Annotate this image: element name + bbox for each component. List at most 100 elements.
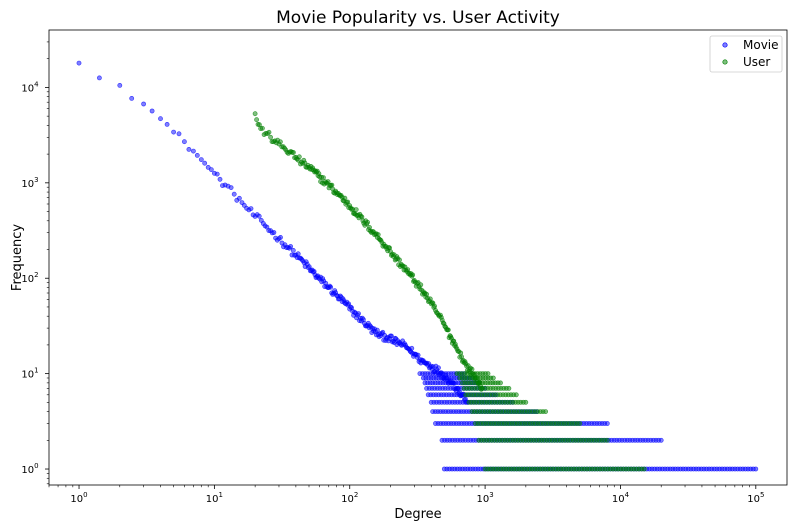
data-point [295, 251, 301, 257]
data-point [258, 217, 264, 223]
data-point [266, 129, 272, 135]
data-point [129, 96, 135, 101]
legend: Movie User [709, 35, 783, 73]
data-point [288, 244, 293, 249]
y-axis-label: Frequency [10, 224, 25, 291]
data-point [190, 148, 196, 154]
data-point [356, 311, 361, 316]
data-point [290, 247, 296, 253]
data-point [97, 75, 102, 81]
data-point [271, 230, 277, 235]
data-point-band [577, 421, 583, 426]
y-tick-label: 100 [21, 462, 38, 476]
data-point-band [543, 409, 548, 414]
data-point-band [498, 380, 503, 386]
data-point [248, 206, 254, 211]
x-tick-label: 101 [206, 491, 223, 505]
data-point [320, 175, 326, 180]
data-point [296, 154, 302, 160]
legend-frame [709, 35, 783, 73]
data-point [436, 365, 441, 371]
data-point [375, 232, 381, 237]
data-point [228, 185, 234, 190]
data-point [186, 146, 192, 152]
data-point [418, 282, 424, 288]
data-point [328, 284, 334, 290]
data-point [194, 152, 200, 158]
data-point [388, 333, 394, 339]
data-point [256, 122, 262, 128]
legend-marker-user [722, 59, 728, 65]
data-point [359, 214, 365, 220]
data-point [325, 179, 331, 185]
y-axis: 100 101 102 103 104 [21, 41, 49, 485]
x-axis-label: Degree [394, 507, 441, 522]
y-tick-label: 104 [21, 80, 39, 94]
data-point [458, 350, 464, 356]
chart-title: Movie Popularity vs. User Activity [276, 8, 560, 28]
data-point [268, 134, 273, 140]
data-point [198, 157, 204, 162]
data-point [256, 213, 262, 219]
data-point-band [506, 385, 512, 391]
data-point [117, 83, 123, 88]
legend-label-user: User [743, 55, 770, 69]
data-point [349, 305, 354, 311]
data-point [342, 195, 348, 201]
data-point [158, 116, 163, 122]
y-tick-label: 102 [21, 271, 38, 285]
data-point [76, 60, 82, 66]
data-point [236, 195, 242, 201]
data-point [419, 287, 424, 293]
data-point [266, 228, 272, 233]
series-movie [76, 60, 759, 472]
data-point [452, 341, 458, 347]
points-layer [76, 60, 759, 472]
data-point [277, 139, 283, 145]
data-point-band [641, 466, 647, 472]
data-point [278, 234, 283, 240]
data-point-band [523, 399, 529, 405]
x-tick-label: 105 [747, 491, 764, 505]
data-point [231, 191, 237, 197]
data-point [349, 206, 354, 212]
series-user [252, 111, 647, 472]
data-point [250, 212, 256, 218]
data-point [214, 171, 220, 177]
data-point [252, 111, 258, 117]
data-point [397, 257, 402, 263]
data-point [374, 327, 380, 333]
plot-frame [48, 29, 788, 486]
x-tick-label: 103 [476, 491, 493, 505]
data-point-band [513, 392, 519, 398]
data-point [244, 205, 249, 211]
x-tick-label: 102 [341, 491, 358, 505]
data-point [410, 272, 416, 278]
data-point-band [658, 437, 664, 443]
data-point [181, 139, 187, 145]
data-point [445, 327, 451, 333]
data-point-band [753, 466, 759, 472]
data-point [415, 352, 421, 358]
data-point [171, 129, 176, 135]
data-point [254, 117, 259, 123]
data-point [387, 245, 392, 251]
data-point [280, 144, 286, 149]
x-tick-label: 104 [612, 491, 630, 505]
data-point [220, 183, 225, 188]
data-point [141, 101, 146, 107]
data-point [149, 108, 155, 114]
y-tick-label: 103 [21, 176, 38, 190]
data-point [424, 291, 429, 297]
data-point [274, 237, 280, 243]
data-point [469, 366, 475, 372]
data-point [316, 171, 322, 176]
data-point [353, 207, 359, 212]
y-tick-label: 101 [21, 367, 38, 381]
data-point [365, 219, 370, 225]
data-point [432, 303, 437, 309]
data-point [217, 176, 223, 182]
x-tick-label: 100 [70, 491, 87, 505]
data-point [345, 199, 351, 205]
